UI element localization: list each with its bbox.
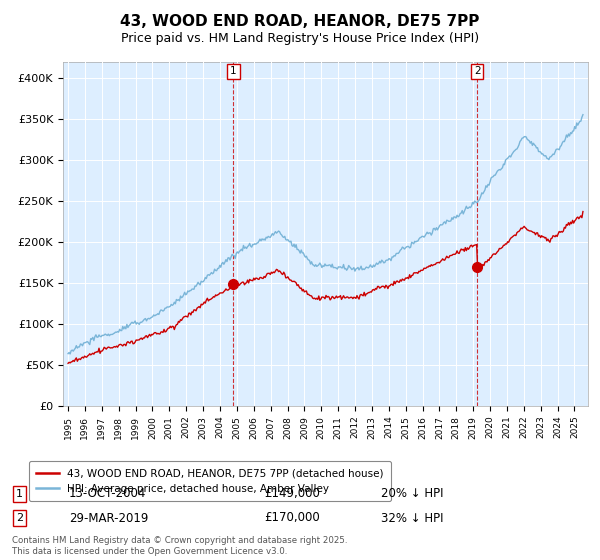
Text: 2: 2 bbox=[474, 67, 481, 77]
Text: 1: 1 bbox=[230, 67, 236, 77]
Text: Price paid vs. HM Land Registry's House Price Index (HPI): Price paid vs. HM Land Registry's House … bbox=[121, 32, 479, 45]
Text: Contains HM Land Registry data © Crown copyright and database right 2025.
This d: Contains HM Land Registry data © Crown c… bbox=[12, 536, 347, 556]
Legend: 43, WOOD END ROAD, HEANOR, DE75 7PP (detached house), HPI: Average price, detach: 43, WOOD END ROAD, HEANOR, DE75 7PP (det… bbox=[29, 461, 391, 501]
Text: 29-MAR-2019: 29-MAR-2019 bbox=[69, 511, 148, 525]
Text: 32% ↓ HPI: 32% ↓ HPI bbox=[381, 511, 443, 525]
Text: 2: 2 bbox=[16, 513, 23, 523]
Text: 43, WOOD END ROAD, HEANOR, DE75 7PP: 43, WOOD END ROAD, HEANOR, DE75 7PP bbox=[121, 14, 479, 29]
Text: 1: 1 bbox=[16, 489, 23, 499]
Text: £149,000: £149,000 bbox=[264, 487, 320, 501]
Text: £170,000: £170,000 bbox=[264, 511, 320, 525]
Text: 20% ↓ HPI: 20% ↓ HPI bbox=[381, 487, 443, 501]
Text: 13-OCT-2004: 13-OCT-2004 bbox=[69, 487, 146, 501]
